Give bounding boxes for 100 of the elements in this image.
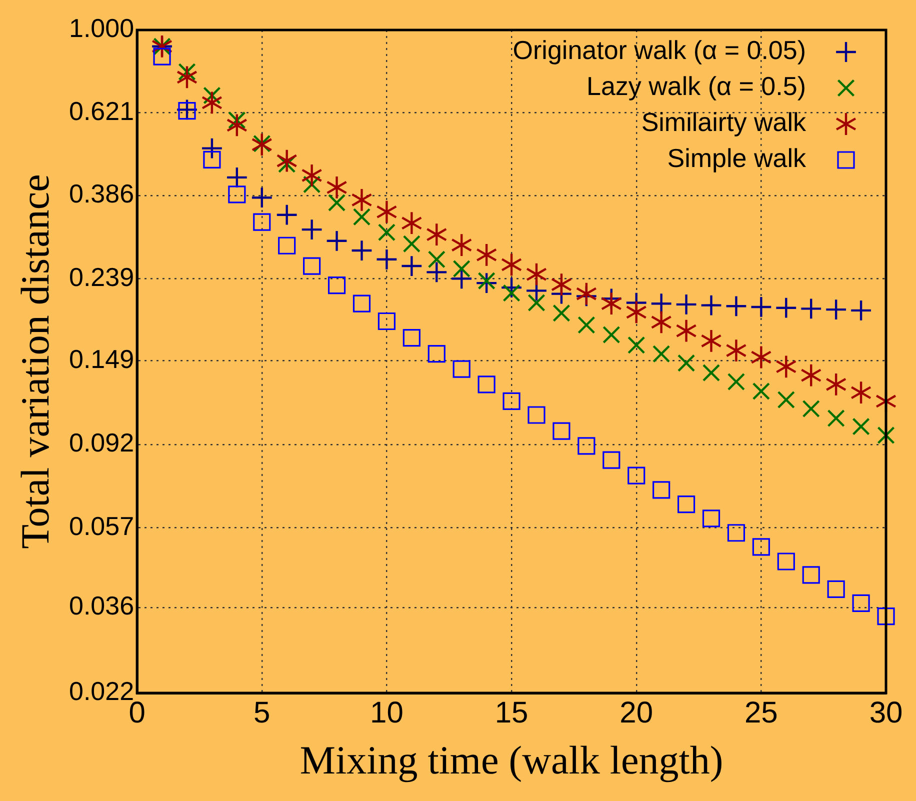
y-tick-label: 0.092	[68, 428, 134, 458]
x-tick-label: 20	[620, 696, 654, 730]
point	[701, 330, 722, 352]
point	[252, 134, 272, 156]
point	[376, 200, 397, 223]
point	[378, 224, 396, 241]
point	[276, 204, 297, 225]
point	[576, 282, 596, 305]
point	[826, 300, 846, 320]
point	[276, 150, 297, 172]
point	[777, 552, 795, 570]
point	[651, 294, 672, 314]
point	[751, 297, 772, 317]
y-tick-label: 0.386	[68, 178, 134, 209]
point	[776, 298, 796, 318]
point	[877, 608, 895, 626]
point	[302, 220, 322, 240]
point	[852, 594, 870, 612]
point	[776, 356, 796, 378]
point	[352, 294, 371, 312]
point	[176, 66, 198, 88]
point	[826, 373, 846, 396]
point	[452, 360, 470, 378]
point	[503, 284, 520, 302]
x-tick-label: 10	[370, 696, 404, 730]
point	[802, 400, 820, 418]
legend-label: Simple walk	[667, 143, 807, 174]
point	[278, 236, 296, 254]
point	[701, 295, 722, 316]
point	[628, 466, 646, 484]
point	[428, 250, 446, 268]
y-tick-label: 0.057	[68, 510, 134, 541]
point	[678, 354, 695, 372]
point	[852, 418, 870, 436]
point	[502, 254, 522, 276]
point	[476, 244, 497, 266]
point	[453, 260, 470, 278]
point	[551, 274, 572, 296]
y-tick-label: 1.000	[68, 13, 134, 44]
point	[552, 304, 570, 322]
point	[602, 451, 620, 469]
point	[502, 392, 520, 410]
point	[578, 437, 596, 455]
point	[203, 150, 221, 168]
point	[727, 524, 746, 542]
point	[801, 364, 822, 386]
point	[426, 262, 447, 282]
point	[778, 391, 795, 408]
point	[677, 495, 696, 514]
point	[726, 296, 746, 316]
point	[353, 208, 370, 226]
point	[326, 176, 347, 198]
point	[702, 510, 720, 528]
point	[676, 294, 696, 314]
point	[153, 48, 171, 66]
y-tick-label: 0.239	[68, 262, 134, 292]
point	[752, 382, 770, 400]
point	[528, 294, 546, 312]
point	[552, 422, 570, 440]
point	[702, 364, 720, 382]
point	[801, 298, 822, 319]
point	[402, 329, 420, 347]
point	[652, 481, 670, 499]
point	[802, 566, 820, 584]
x-tick-label: 25	[744, 696, 778, 730]
point	[828, 410, 845, 427]
point	[726, 340, 746, 362]
point	[228, 186, 246, 204]
point	[528, 406, 546, 424]
x-tick-label: 30	[869, 696, 903, 730]
y-tick-label: 0.621	[68, 96, 134, 126]
y-tick-label: 0.036	[68, 590, 134, 621]
point	[628, 336, 645, 354]
x-tick-label: 5	[254, 696, 270, 730]
point	[478, 272, 496, 290]
y-axis-title: Total variation distance	[12, 174, 58, 549]
point	[651, 311, 672, 334]
point	[602, 326, 620, 344]
point	[578, 316, 595, 334]
point	[376, 249, 397, 270]
legend-label: Similairty walk	[641, 107, 807, 138]
point	[202, 92, 222, 114]
point	[253, 213, 271, 231]
x-tick-label: 15	[494, 696, 528, 730]
point	[328, 194, 346, 212]
point	[352, 240, 372, 260]
point	[226, 114, 247, 136]
legend-label: Lazy walk (α = 0.5)	[586, 71, 806, 102]
x-axis-title: Mixing time (walk length)	[300, 738, 724, 782]
point	[851, 300, 871, 320]
point	[601, 292, 622, 315]
point	[202, 138, 222, 158]
point	[402, 256, 422, 276]
point	[728, 373, 745, 390]
point	[827, 580, 845, 598]
point	[378, 312, 396, 330]
point	[403, 235, 420, 252]
point	[526, 263, 547, 286]
point	[428, 345, 446, 363]
point	[478, 376, 496, 394]
